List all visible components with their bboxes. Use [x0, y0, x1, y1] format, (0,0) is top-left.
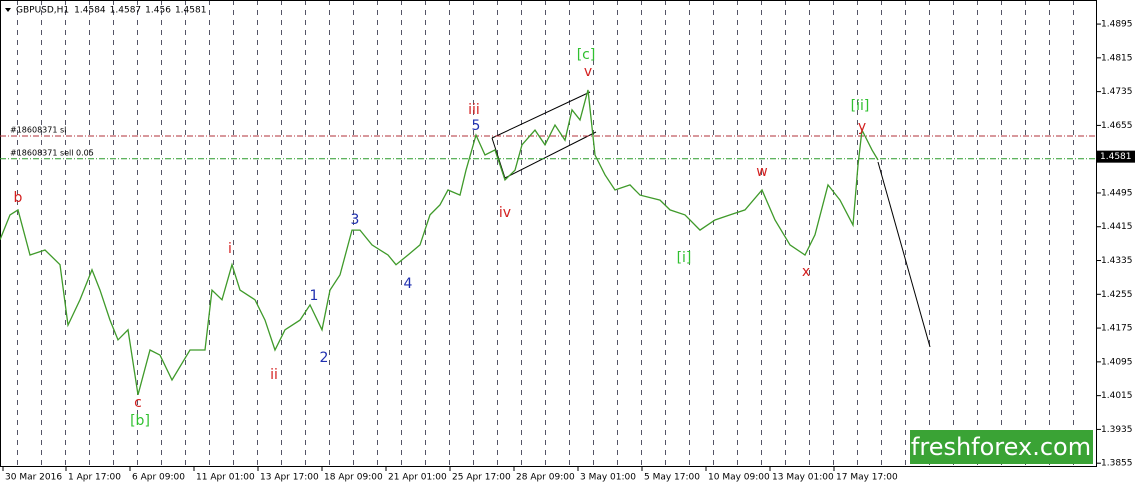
wave-label: v — [584, 64, 592, 80]
y-tick-label: 1.4495 — [1101, 188, 1133, 198]
wave-label: y — [858, 119, 866, 135]
quote-value: 1.4587 — [110, 6, 142, 16]
x-tick-label: 28 Apr 09:00 — [516, 473, 575, 483]
wave-label: 2 — [320, 350, 329, 366]
wave-label: [ii] — [851, 98, 870, 114]
quote-value: 1.456 — [145, 6, 171, 16]
y-tick-label: 1.4735 — [1101, 87, 1133, 97]
wave-label: x — [802, 264, 810, 280]
quote-value: 1.4581 — [175, 6, 207, 16]
x-tick-label: 25 Apr 17:00 — [452, 473, 511, 483]
x-tick-label: 3 May 01:00 — [580, 473, 636, 483]
watermark-box — [910, 430, 1093, 464]
y-tick-label: 1.4175 — [1101, 324, 1133, 334]
quote-value: 1.4584 — [74, 6, 106, 16]
wave-label: iii — [468, 102, 480, 118]
y-tick-label: 1.4335 — [1101, 256, 1133, 266]
y-tick-label: 1.4415 — [1101, 222, 1133, 232]
x-tick-label: 6 Apr 09:00 — [132, 473, 185, 483]
x-tick-label: 17 May 17:00 — [836, 473, 898, 483]
wave-label: [i] — [677, 250, 692, 266]
x-tick-label: 21 Apr 01:00 — [388, 473, 447, 483]
wave-label: c — [134, 395, 142, 411]
y-tick-label: 1.4655 — [1101, 121, 1133, 131]
x-tick-label: 18 Apr 09:00 — [324, 473, 383, 483]
wave-label: 3 — [351, 212, 360, 228]
y-tick-label: 1.3935 — [1101, 425, 1133, 435]
symbol-arrow — [5, 8, 11, 12]
y-tick-label: 1.4815 — [1101, 53, 1133, 63]
y-tick-label: 1.4095 — [1101, 357, 1133, 367]
wave-channel — [491, 91, 931, 348]
wave-label: i — [228, 241, 232, 257]
y-tick-label: 1.3855 — [1101, 459, 1133, 469]
wave-label: ii — [270, 367, 278, 383]
quote: 1.4584 1.4587 1.456 1.4581 — [74, 6, 206, 16]
x-tick-label: 10 May 09:00 — [708, 473, 770, 483]
y-tick-label: 1.4015 — [1101, 391, 1133, 401]
wave-label: iv — [499, 205, 511, 221]
chart-title: GBPUSD,H1 — [16, 6, 69, 16]
x-tick-label: 30 Mar 2016 — [5, 473, 62, 483]
y-tick-label: 1.4895 — [1101, 20, 1133, 30]
order-label: #18608371 sl — [10, 125, 66, 134]
y-tick-label: 1.4255 — [1101, 290, 1133, 300]
watermark: freshforex.com — [911, 433, 1091, 461]
wave-label: b — [14, 190, 23, 206]
x-tick-label: 13 Apr 17:00 — [260, 473, 319, 483]
current-price-box — [1097, 150, 1135, 163]
wave-label: 1 — [310, 288, 319, 304]
price-line — [0, 89, 879, 395]
wave-label: w — [756, 164, 767, 180]
current-price-label: 1.4581 — [1100, 152, 1132, 162]
x-tick-label: 5 May 17:00 — [644, 473, 700, 483]
wave-label: [c] — [577, 47, 596, 63]
x-tick-label: 13 May 01:00 — [772, 473, 834, 483]
wave-label: 4 — [404, 276, 413, 292]
plot-frame — [0, 0, 1097, 467]
order-label: #18608371 sell 0.05 — [10, 148, 94, 157]
period-separators — [0, 0, 1097, 467]
x-tick-label: 11 Apr 01:00 — [196, 473, 255, 483]
wave-label: [b] — [130, 413, 150, 429]
x-tick-label: 1 Apr 17:00 — [68, 473, 121, 483]
wave-label: 5 — [472, 118, 481, 134]
